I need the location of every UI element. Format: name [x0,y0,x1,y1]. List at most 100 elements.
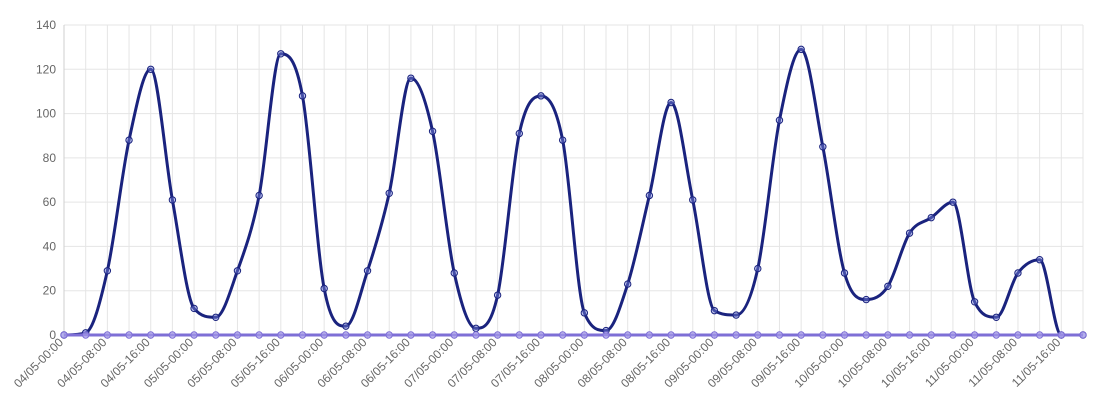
data-point[interactable] [992,331,1000,339]
data-point[interactable] [1014,269,1022,277]
data-point[interactable] [689,331,697,339]
data-point[interactable] [363,331,372,339]
data-point[interactable] [190,331,198,339]
data-point[interactable] [905,331,914,339]
data-point[interactable] [255,191,263,200]
data-point[interactable] [624,280,632,288]
data-point[interactable] [428,331,437,339]
data-point[interactable] [103,331,112,339]
data-point[interactable] [515,331,523,339]
data-point[interactable] [949,331,957,339]
data-point[interactable] [320,284,328,293]
data-point[interactable] [342,331,350,339]
data-point[interactable] [320,331,328,339]
data-point[interactable] [255,331,263,339]
data-point[interactable] [168,196,177,204]
data-point[interactable] [754,264,762,273]
data-point[interactable] [689,196,697,204]
data-point[interactable] [840,331,849,339]
y-axis-ticks: 0 20 40 60 80 100 120 140 [36,18,56,342]
data-point[interactable] [927,213,935,222]
x-axis-ticks: 04/05-00:0004/05-08:0004/05-16:0005/05-0… [11,335,1064,390]
data-point[interactable] [125,136,133,144]
data-point[interactable] [515,129,523,138]
data-point[interactable] [233,267,242,275]
data-point[interactable] [407,74,415,82]
data-point[interactable] [862,331,870,339]
data-point[interactable] [298,92,307,100]
data-point[interactable] [840,269,849,277]
data-point[interactable] [819,331,827,339]
data-point[interactable] [732,311,740,319]
data-point[interactable] [819,143,827,151]
data-point[interactable] [732,331,740,339]
data-point[interactable] [493,331,502,339]
data-point[interactable] [558,331,567,339]
data-point[interactable] [710,331,719,339]
data-point[interactable] [212,313,220,321]
data-point[interactable] [472,324,480,333]
data-point[interactable] [168,331,177,339]
data-point[interactable] [1035,331,1044,339]
data-point[interactable] [1035,256,1044,264]
data-point[interactable] [970,331,979,339]
data-point[interactable] [428,127,437,135]
data-point[interactable] [363,267,372,275]
data-point[interactable] [537,92,545,100]
data-point[interactable] [385,189,393,197]
axes [63,25,1083,339]
data-point[interactable] [277,50,285,58]
data-point[interactable] [103,267,112,275]
y-tick-label: 120 [36,62,56,76]
data-point[interactable] [862,295,870,304]
y-tick-label: 100 [36,107,56,121]
data-point[interactable] [905,229,914,237]
grid [63,24,1084,336]
data-point[interactable] [81,331,90,339]
data-point[interactable] [992,313,1000,321]
data-point[interactable] [754,331,762,339]
data-point[interactable] [493,291,502,299]
data-point[interactable] [190,304,198,313]
data-point[interactable] [212,331,220,339]
data-point[interactable] [147,331,155,339]
data-point[interactable] [710,306,719,315]
y-tick-label: 80 [43,151,57,165]
data-point[interactable] [537,331,545,339]
series-group [60,45,1087,339]
data-point[interactable] [645,191,654,200]
data-point[interactable] [580,331,589,339]
data-point[interactable] [472,331,480,339]
data-point[interactable] [624,331,632,339]
data-point[interactable] [775,116,784,124]
data-point[interactable] [1014,331,1022,339]
data-point[interactable] [385,331,393,339]
data-point[interactable] [602,331,610,339]
data-point[interactable] [775,331,784,339]
data-point[interactable] [558,136,567,144]
data-point[interactable] [277,331,285,339]
data-point[interactable] [1057,331,1066,339]
data-point[interactable] [667,331,675,339]
data-point[interactable] [580,309,589,317]
data-point[interactable] [342,322,350,330]
data-point[interactable] [450,331,458,339]
data-point[interactable] [884,282,892,290]
data-point[interactable] [407,331,415,339]
data-point[interactable] [927,331,935,339]
data-point[interactable] [949,198,957,206]
data-point[interactable] [450,269,458,277]
data-point[interactable] [797,45,805,54]
data-point[interactable] [147,65,155,73]
data-point[interactable] [1079,331,1087,339]
data-point[interactable] [233,331,242,339]
data-point[interactable] [797,331,805,339]
data-point[interactable] [125,331,133,339]
data-point[interactable] [884,331,892,339]
data-point[interactable] [667,98,675,107]
data-point[interactable] [970,298,979,306]
data-point[interactable] [60,331,68,339]
data-point[interactable] [298,331,307,339]
data-point[interactable] [645,331,654,339]
